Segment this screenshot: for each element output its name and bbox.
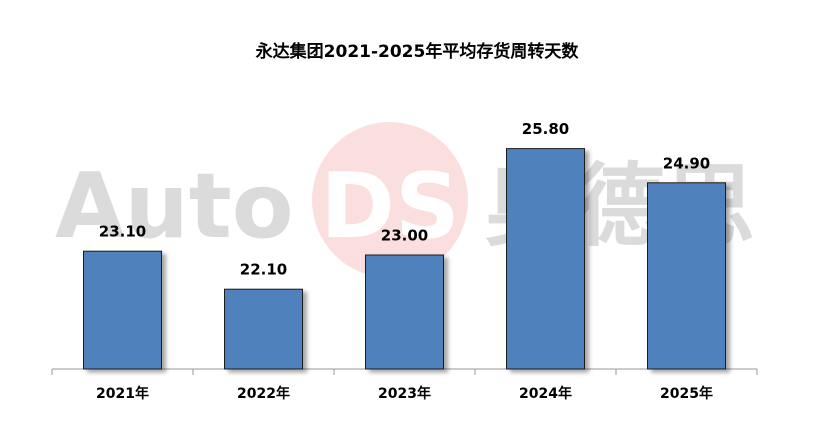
watermark-circle [312, 122, 468, 278]
value-label: 23.00 [381, 227, 428, 245]
chart-title: 永达集团2021-2025年平均存货周转天数 [255, 41, 580, 62]
bar [83, 250, 162, 370]
bar [506, 148, 585, 370]
bar [365, 254, 444, 370]
value-label: 23.10 [99, 223, 146, 241]
x-tick-label: 2022年 [237, 385, 290, 402]
bar [224, 288, 303, 370]
watermark-text: Auto [55, 154, 294, 259]
value-label: 25.80 [522, 120, 569, 138]
x-tick-label: 2025年 [660, 385, 713, 402]
x-tick-label: 2024年 [519, 385, 572, 402]
x-tick-label: 2023年 [378, 385, 431, 402]
bar [647, 182, 726, 370]
value-label: 22.10 [240, 261, 287, 279]
x-tick-label: 2021年 [96, 385, 149, 402]
watermark-text: DS [320, 154, 460, 259]
value-label: 24.90 [663, 154, 710, 172]
